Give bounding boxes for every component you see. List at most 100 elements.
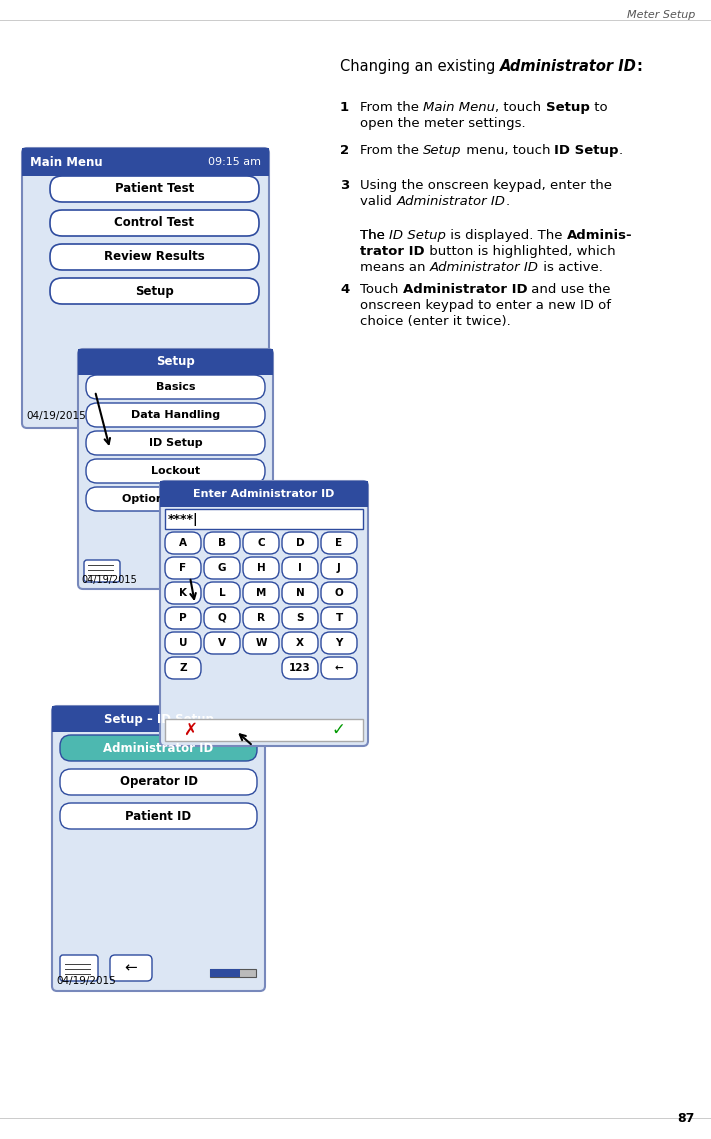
Text: E: E xyxy=(336,538,343,548)
FancyBboxPatch shape xyxy=(282,557,318,579)
FancyBboxPatch shape xyxy=(321,557,357,579)
Bar xyxy=(65,968,91,970)
FancyBboxPatch shape xyxy=(321,607,357,629)
Text: trator ID: trator ID xyxy=(360,245,424,259)
Text: 3: 3 xyxy=(340,179,349,192)
Text: Administrator ID: Administrator ID xyxy=(402,282,528,296)
Text: Administrator ID: Administrator ID xyxy=(103,741,213,754)
FancyBboxPatch shape xyxy=(86,459,265,483)
Text: Setup: Setup xyxy=(423,144,461,157)
Text: Operator ID: Operator ID xyxy=(119,776,198,788)
FancyBboxPatch shape xyxy=(243,632,279,654)
Text: C: C xyxy=(257,538,264,548)
Text: U: U xyxy=(178,638,187,648)
Text: Optional Screens: Optional Screens xyxy=(122,494,229,503)
Text: Changing an existing: Changing an existing xyxy=(340,59,500,74)
Text: Main Menu: Main Menu xyxy=(423,101,496,114)
Text: N: N xyxy=(296,588,304,598)
FancyBboxPatch shape xyxy=(204,557,240,579)
Bar xyxy=(65,974,91,975)
FancyBboxPatch shape xyxy=(165,657,201,679)
FancyBboxPatch shape xyxy=(52,706,265,991)
Text: Using the onscreen keypad, enter the: Using the onscreen keypad, enter the xyxy=(360,179,612,192)
FancyBboxPatch shape xyxy=(321,657,357,679)
Text: Main Menu: Main Menu xyxy=(30,156,102,169)
Text: 04/19/2015: 04/19/2015 xyxy=(26,411,86,421)
FancyBboxPatch shape xyxy=(282,582,318,604)
Text: W: W xyxy=(255,638,267,648)
Text: P: P xyxy=(179,613,187,623)
FancyBboxPatch shape xyxy=(110,954,152,981)
Text: Adminis-: Adminis- xyxy=(567,229,632,241)
Text: H: H xyxy=(257,563,265,573)
Bar xyxy=(165,719,363,741)
FancyBboxPatch shape xyxy=(282,607,318,629)
FancyBboxPatch shape xyxy=(50,210,259,236)
FancyBboxPatch shape xyxy=(243,532,279,554)
Text: choice (enter it twice).: choice (enter it twice). xyxy=(360,316,510,328)
Text: 04/19/2015: 04/19/2015 xyxy=(81,575,137,585)
FancyBboxPatch shape xyxy=(204,607,240,629)
Bar xyxy=(165,509,363,528)
Text: ID Setup: ID Setup xyxy=(389,229,446,241)
FancyBboxPatch shape xyxy=(321,532,357,554)
Text: I: I xyxy=(298,563,302,573)
Text: .: . xyxy=(619,144,623,157)
Text: Meter Setup: Meter Setup xyxy=(626,10,695,21)
Text: 04/19/2015: 04/19/2015 xyxy=(56,976,116,986)
FancyBboxPatch shape xyxy=(50,244,259,270)
FancyBboxPatch shape xyxy=(165,557,201,579)
Text: Administrator ID: Administrator ID xyxy=(500,59,637,74)
Bar xyxy=(210,969,256,977)
Bar xyxy=(78,349,273,375)
Text: ID Setup: ID Setup xyxy=(555,144,619,157)
Bar xyxy=(160,481,368,507)
FancyBboxPatch shape xyxy=(165,532,201,554)
FancyBboxPatch shape xyxy=(22,148,269,428)
Text: 09:15 am: 09:15 am xyxy=(208,157,261,167)
Text: open the meter settings.: open the meter settings. xyxy=(360,117,525,130)
FancyBboxPatch shape xyxy=(204,632,240,654)
Text: to: to xyxy=(589,101,607,114)
Text: Setup: Setup xyxy=(156,355,195,369)
FancyBboxPatch shape xyxy=(204,532,240,554)
FancyBboxPatch shape xyxy=(60,769,257,795)
Text: B: B xyxy=(218,538,226,548)
Bar xyxy=(52,706,265,732)
FancyBboxPatch shape xyxy=(50,278,259,304)
FancyBboxPatch shape xyxy=(86,431,265,454)
Text: Setup: Setup xyxy=(135,285,174,297)
Text: is active.: is active. xyxy=(539,261,603,274)
Text: 123: 123 xyxy=(289,663,311,673)
Text: J: J xyxy=(337,563,341,573)
Text: 87: 87 xyxy=(678,1112,695,1125)
FancyBboxPatch shape xyxy=(243,557,279,579)
Text: ✗: ✗ xyxy=(183,721,197,739)
Text: S: S xyxy=(296,613,304,623)
Text: Basics: Basics xyxy=(156,382,196,392)
Text: R: R xyxy=(257,613,265,623)
FancyBboxPatch shape xyxy=(60,735,257,761)
FancyBboxPatch shape xyxy=(78,349,273,589)
Text: M: M xyxy=(256,588,266,598)
Text: The: The xyxy=(360,229,389,241)
FancyBboxPatch shape xyxy=(243,607,279,629)
Text: .: . xyxy=(506,195,509,208)
Bar xyxy=(65,964,91,965)
Text: Enter Administrator ID: Enter Administrator ID xyxy=(193,489,335,499)
Text: menu, touch: menu, touch xyxy=(461,144,555,157)
Text: 2: 2 xyxy=(340,144,349,157)
Text: G: G xyxy=(218,563,226,573)
FancyBboxPatch shape xyxy=(282,532,318,554)
Text: Setup: Setup xyxy=(545,101,589,114)
Text: :: : xyxy=(637,59,643,74)
Text: and use the: and use the xyxy=(528,282,611,296)
FancyBboxPatch shape xyxy=(282,657,318,679)
Text: T: T xyxy=(336,613,343,623)
Text: Patient Test: Patient Test xyxy=(115,182,194,196)
Bar xyxy=(88,574,114,576)
Text: Administrator ID: Administrator ID xyxy=(429,261,539,274)
Bar xyxy=(88,565,114,566)
Text: means an: means an xyxy=(360,261,429,274)
Text: F: F xyxy=(179,563,186,573)
